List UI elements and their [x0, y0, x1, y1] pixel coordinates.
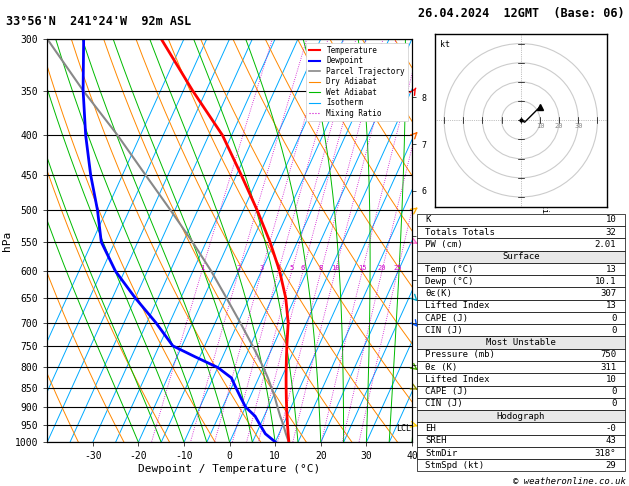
Text: © weatheronline.co.uk: © weatheronline.co.uk: [513, 477, 626, 486]
Bar: [417, 214, 625, 226]
Text: StmSpd (kt): StmSpd (kt): [425, 461, 484, 470]
Text: 30: 30: [574, 123, 582, 129]
Text: CIN (J): CIN (J): [425, 326, 463, 335]
Text: 29: 29: [606, 461, 616, 470]
Bar: [417, 459, 625, 471]
Bar: [417, 434, 625, 447]
Text: CAPE (J): CAPE (J): [425, 387, 469, 396]
Text: 33°56'N  241°24'W  92m ASL: 33°56'N 241°24'W 92m ASL: [6, 16, 192, 28]
X-axis label: Dewpoint / Temperature (°C): Dewpoint / Temperature (°C): [138, 464, 321, 474]
Bar: [417, 226, 625, 238]
Text: 10: 10: [536, 123, 544, 129]
Text: 5: 5: [290, 265, 294, 271]
Text: CIN (J): CIN (J): [425, 399, 463, 408]
Text: 20: 20: [555, 123, 564, 129]
Text: 13: 13: [606, 264, 616, 274]
Text: 2.01: 2.01: [595, 240, 616, 249]
Text: 13: 13: [606, 301, 616, 311]
Text: Lifted Index: Lifted Index: [425, 301, 490, 311]
Text: 10: 10: [606, 215, 616, 225]
Text: Mixing Ratio (g/kg): Mixing Ratio (g/kg): [540, 193, 548, 288]
Y-axis label: km
ASL: km ASL: [430, 241, 445, 260]
Text: 1: 1: [200, 265, 204, 271]
Text: kt: kt: [440, 40, 450, 50]
Text: 20: 20: [378, 265, 386, 271]
Bar: [417, 447, 625, 459]
Bar: [417, 324, 625, 336]
Text: 4: 4: [276, 265, 281, 271]
Text: θε (K): θε (K): [425, 363, 457, 372]
Text: 10: 10: [331, 265, 340, 271]
Text: Lifted Index: Lifted Index: [425, 375, 490, 384]
Text: Hodograph: Hodograph: [497, 412, 545, 421]
Text: 307: 307: [600, 289, 616, 298]
Text: K: K: [425, 215, 431, 225]
Text: Most Unstable: Most Unstable: [486, 338, 556, 347]
Text: 10.1: 10.1: [595, 277, 616, 286]
Bar: [417, 410, 625, 422]
Text: 0: 0: [611, 326, 616, 335]
Text: 32: 32: [606, 228, 616, 237]
Text: 311: 311: [600, 363, 616, 372]
Bar: [417, 398, 625, 410]
Text: 0: 0: [611, 387, 616, 396]
Text: 750: 750: [600, 350, 616, 359]
Text: θε(K): θε(K): [425, 289, 452, 298]
Text: 26.04.2024  12GMT  (Base: 06): 26.04.2024 12GMT (Base: 06): [418, 7, 625, 20]
Text: LCL: LCL: [396, 424, 411, 433]
Bar: [417, 275, 625, 287]
Text: 15: 15: [358, 265, 367, 271]
Y-axis label: hPa: hPa: [2, 230, 12, 251]
Text: 0: 0: [611, 399, 616, 408]
Text: Pressure (mb): Pressure (mb): [425, 350, 495, 359]
Text: 25: 25: [393, 265, 402, 271]
Text: 8: 8: [319, 265, 323, 271]
Bar: [417, 263, 625, 275]
Bar: [417, 373, 625, 385]
Text: 0: 0: [611, 313, 616, 323]
Bar: [417, 238, 625, 251]
Text: Totals Totals: Totals Totals: [425, 228, 495, 237]
Text: Temp (°C): Temp (°C): [425, 264, 474, 274]
Bar: [417, 287, 625, 300]
Text: StmDir: StmDir: [425, 449, 457, 457]
Bar: [417, 251, 625, 263]
Text: 43: 43: [606, 436, 616, 445]
Legend: Temperature, Dewpoint, Parcel Trajectory, Dry Adiabat, Wet Adiabat, Isotherm, Mi: Temperature, Dewpoint, Parcel Trajectory…: [306, 43, 408, 121]
Bar: [417, 312, 625, 324]
Text: 6: 6: [301, 265, 305, 271]
Bar: [417, 385, 625, 398]
Text: 318°: 318°: [595, 449, 616, 457]
Bar: [417, 361, 625, 373]
Text: CAPE (J): CAPE (J): [425, 313, 469, 323]
Text: 3: 3: [260, 265, 264, 271]
Bar: [417, 300, 625, 312]
Text: EH: EH: [425, 424, 436, 433]
Bar: [417, 422, 625, 434]
Text: SREH: SREH: [425, 436, 447, 445]
Text: Dewp (°C): Dewp (°C): [425, 277, 474, 286]
Bar: [417, 336, 625, 349]
Text: -0: -0: [606, 424, 616, 433]
Text: Surface: Surface: [502, 252, 540, 261]
Text: 10: 10: [606, 375, 616, 384]
Text: PW (cm): PW (cm): [425, 240, 463, 249]
Bar: [417, 349, 625, 361]
Text: 2: 2: [237, 265, 241, 271]
